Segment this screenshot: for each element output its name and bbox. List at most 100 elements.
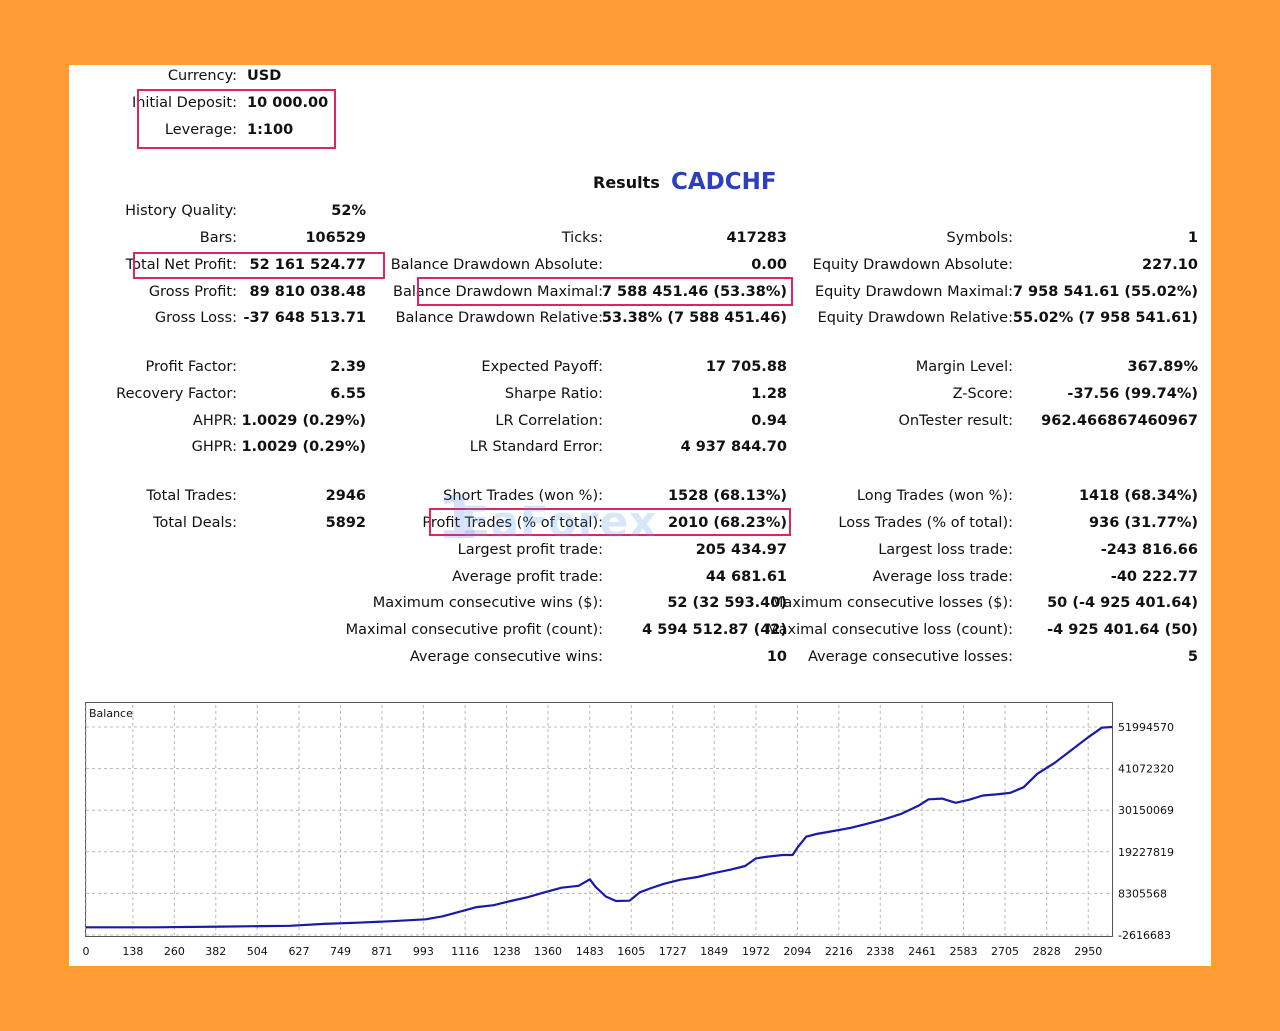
recovery-factor-label: Recovery Factor: [116,386,237,402]
gross-profit-label: Gross Profit: [148,284,237,300]
sharpe-ratio-label: Sharpe Ratio: [504,386,603,402]
profit-trades-highlight [429,508,791,536]
balance-drawdown-absolute-label: Balance Drawdown Absolute: [390,257,603,273]
y-tick-label: -2616683 [1118,929,1171,942]
x-tick-label: 2950 [1074,945,1102,958]
y-tick-label: 51994570 [1118,721,1174,734]
total-net-profit-label: Total Net Profit: [125,257,237,273]
deposit-leverage-highlight [137,89,336,149]
margin-level-label: Margin Level: [915,359,1013,375]
maximal-consecutive-profit-count-value: 4 594 512.87 (42) [642,622,787,638]
average-loss-trade-label: Average loss trade: [872,569,1013,585]
total-deals-value: 5892 [325,515,366,531]
maximal-consecutive-loss-count-value: -4 925 401.64 (50) [1047,622,1198,638]
initial-deposit-value: 10 000.00 [247,95,329,111]
balance-drawdown-highlight [417,277,793,306]
equity-drawdown-maximal-value: 7 958 541.61 (55.02%) [1012,284,1198,300]
maximum-consecutive-losses-value: 50 (-4 925 401.64) [1047,595,1198,611]
average-profit-trade-value: 44 681.61 [705,569,787,585]
lr-correlation-label: LR Correlation: [495,413,603,429]
average-consecutive-losses-label: Average consecutive losses: [807,649,1013,665]
results-symbol: CADCHF [671,169,777,195]
x-tick-label: 1483 [576,945,604,958]
margin-level-value: 367.89% [1127,359,1198,375]
sharpe-ratio-value: 1.28 [751,386,787,402]
profit-factor-label: Profit Factor: [145,359,237,375]
long-trades-won-value: 1418 (68.34%) [1078,488,1198,504]
watermark-text: EaForex [461,497,658,546]
x-tick-label: 871 [371,945,392,958]
initial-deposit-label: Initial Deposit: [131,95,237,111]
x-tick-label: 1972 [742,945,770,958]
leverage-value: 1:100 [247,122,294,138]
loss-trades-of-total-value: 936 (31.77%) [1089,515,1198,531]
largest-profit-trade-value: 205 434.97 [695,542,787,558]
currency-label: Currency: [167,68,237,84]
balance-drawdown-maximal-label: Balance Drawdown Maximal: [393,284,603,300]
y-tick-label: 8305568 [1118,887,1167,900]
gross-profit-value: 89 810 038.48 [249,284,367,300]
x-tick-label: 138 [122,945,143,958]
net-profit-highlight [133,252,385,279]
lr-correlation-value: 0.94 [751,413,787,429]
x-tick-label: 993 [413,945,434,958]
x-tick-label: 2705 [991,945,1019,958]
x-tick-label: 1849 [700,945,728,958]
x-tick-label: 1238 [493,945,521,958]
ontester-result-label: OnTester result: [898,413,1013,429]
total-trades-label: Total Trades: [146,488,237,504]
balance-drawdown-maximal-value: 7 588 451.46 (53.38%) [601,284,787,300]
ontester-result-value: 962.466867460967 [1041,413,1198,429]
expected-payoff-value: 17 705.88 [705,359,787,375]
balance-drawdown-relative-value: 53.38% (7 588 451.46) [601,310,787,326]
x-tick-label: 1360 [534,945,562,958]
history-quality-label: History Quality: [125,203,237,219]
ghpr-value: 1.0029 (0.29%) [241,439,366,455]
x-tick-label: 2094 [783,945,811,958]
gross-loss-value: -37 648 513.71 [243,310,366,326]
bars-value: 106529 [305,230,366,246]
y-tick-label: 19227819 [1118,846,1174,859]
average-consecutive-wins-value: 10 [766,649,787,665]
long-trades-won-label: Long Trades (won %): [856,488,1013,504]
gross-loss-label: Gross Loss: [154,310,237,326]
equity-drawdown-maximal-label: Equity Drawdown Maximal: [815,284,1013,300]
x-tick-label: 382 [205,945,226,958]
balance-line [86,725,1113,929]
results-title: Results [593,173,660,192]
x-tick-label: 2583 [950,945,978,958]
profit-factor-value: 2.39 [330,359,366,375]
average-profit-trade-label: Average profit trade: [452,569,603,585]
bars-label: Bars: [199,230,237,246]
z-score-label: Z-Score: [952,386,1013,402]
average-loss-trade-value: -40 222.77 [1110,569,1198,585]
average-consecutive-losses-value: 5 [1187,649,1198,665]
expected-payoff-label: Expected Payoff: [481,359,603,375]
ahpr-value: 1.0029 (0.29%) [241,413,366,429]
largest-loss-trade-value: -243 816.66 [1100,542,1198,558]
balance-drawdown-absolute-value: 0.00 [751,257,787,273]
y-tick-label: 41072320 [1118,763,1174,776]
largest-profit-trade-label: Largest profit trade: [457,542,603,558]
lr-standard-error-value: 4 937 844.70 [680,439,787,455]
x-tick-label: 504 [247,945,268,958]
y-tick-label: 30150069 [1118,804,1174,817]
total-deals-label: Total Deals: [153,515,237,531]
short-trades-won-label: Short Trades (won %): [443,488,603,504]
lr-standard-error-label: LR Standard Error: [469,439,603,455]
x-tick-label: 749 [330,945,351,958]
z-score-value: -37.56 (99.74%) [1067,386,1198,402]
leverage-label: Leverage: [164,122,237,138]
short-trades-won-value: 1528 (68.13%) [667,488,787,504]
maximal-consecutive-profit-count-label: Maximal consecutive profit (count): [345,622,603,638]
equity-drawdown-absolute-value: 227.10 [1142,257,1198,273]
tester-report-panel: Currency: USD Initial Deposit: 10 000.00… [69,65,1211,966]
maximum-consecutive-wins-value: 52 (32 593.40) [667,595,787,611]
symbols-value: 1 [1187,230,1198,246]
ticks-label: Ticks: [561,230,603,246]
balance-chart-svg: Balance 0 138 260 382 504 627 749 871 993 1116 1238… [83,705,1174,958]
equity-drawdown-relative-label: Equity Drawdown Relative: [817,310,1013,326]
x-tick-label: 2461 [908,945,936,958]
ahpr-label: AHPR: [192,413,237,429]
maximum-consecutive-wins-label: Maximum consecutive wins ($): [372,595,603,611]
